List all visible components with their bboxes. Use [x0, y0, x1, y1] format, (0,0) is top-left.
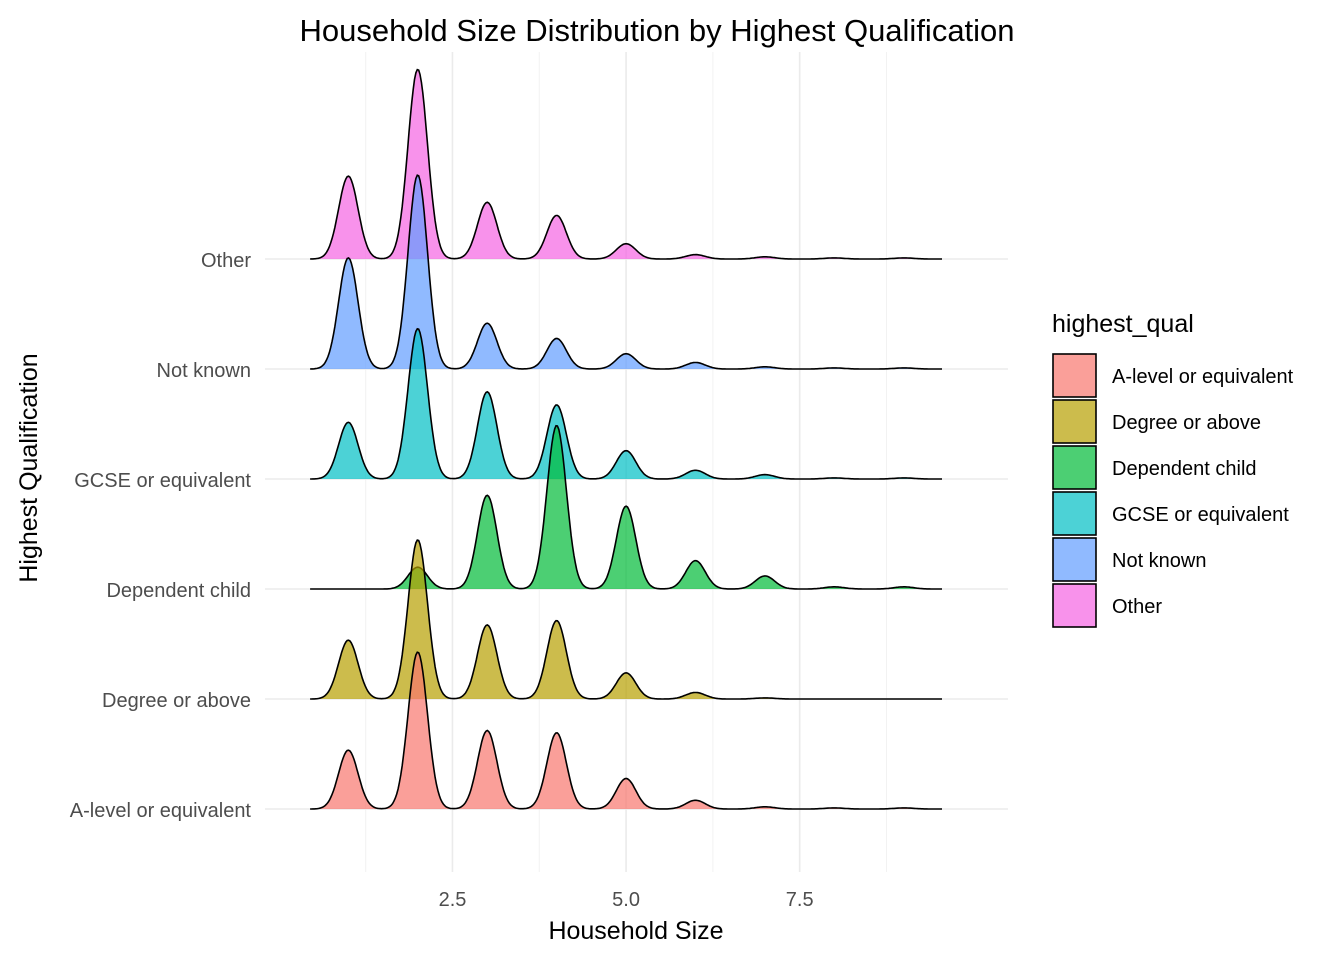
y-tick-labels: A-level or equivalent Degree or above Depe…	[70, 250, 252, 822]
ridge-area-dependent-child	[310, 425, 943, 589]
y-tick-label: Other	[201, 250, 251, 272]
legend-label: Dependent child	[1112, 458, 1257, 480]
legend-label: Not known	[1112, 550, 1207, 572]
y-tick-label: GCSE or equivalent	[74, 470, 251, 492]
ridge-outline-gcse-or-equivalent	[310, 327, 942, 480]
y-tick-label: Dependent child	[106, 580, 251, 602]
legend-key	[1052, 491, 1097, 536]
legend-label: GCSE or equivalent	[1112, 504, 1289, 526]
legend-label: Degree or above	[1112, 412, 1261, 434]
x-tick-label: 7.5	[786, 889, 814, 911]
legend-key	[1052, 399, 1097, 444]
legend-items: A-level or equivalent Degree or above Depe…	[1052, 353, 1294, 628]
legend-title: highest_qual	[1052, 310, 1194, 338]
x-tick-labels: 2.5 5.0 7.5	[439, 889, 814, 911]
legend-label: A-level or equivalent	[1112, 366, 1294, 388]
y-tick-label: Degree or above	[102, 690, 251, 712]
ridge-outline-not-known	[310, 174, 942, 370]
ridge-outline-a-level-or-equivalent	[310, 651, 942, 810]
x-tick-label: 2.5	[439, 889, 467, 911]
ridge-outline-other	[310, 68, 942, 260]
chart-title: Household Size Distribution by Highest Q…	[299, 13, 1014, 48]
legend-key	[1052, 583, 1097, 628]
legend-key	[1052, 353, 1097, 398]
ridges	[310, 68, 943, 810]
y-tick-label: A-level or equivalent	[70, 800, 252, 822]
x-tick-label: 5.0	[612, 889, 640, 911]
y-axis-title: Highest Qualification	[15, 353, 43, 582]
x-axis-title: Household Size	[548, 917, 723, 945]
legend: highest_qual A-level or equivalent Degree…	[1052, 310, 1294, 628]
ridge-outline-degree-or-above	[310, 539, 942, 700]
legend-key	[1052, 445, 1097, 490]
legend-label: Other	[1112, 596, 1162, 618]
y-tick-label: Not known	[157, 360, 252, 382]
legend-key	[1052, 537, 1097, 582]
